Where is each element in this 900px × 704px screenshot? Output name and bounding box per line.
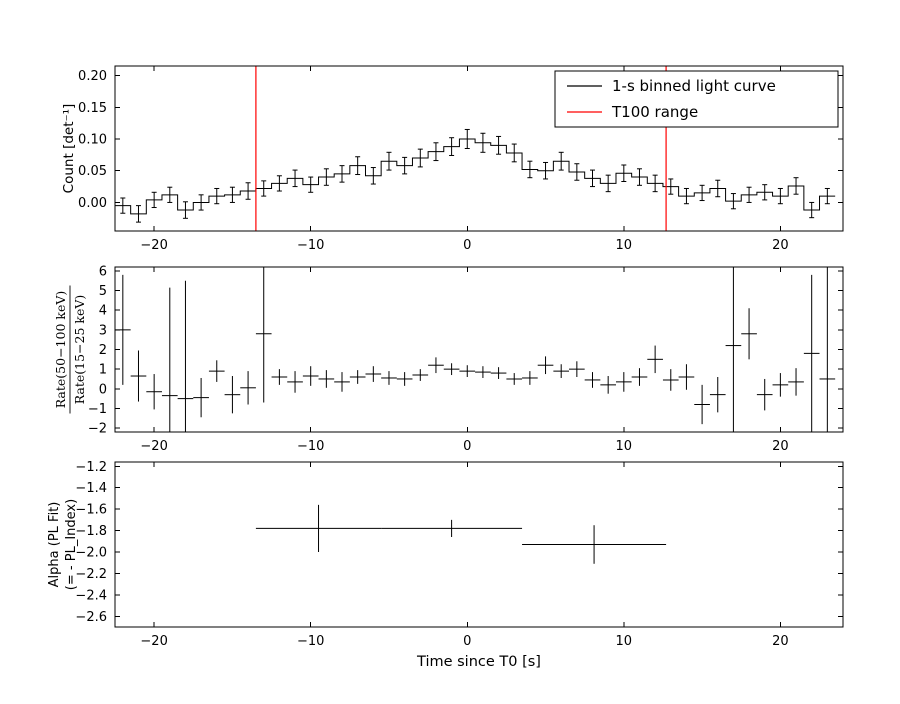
legend-label: 1-s binned light curve	[612, 77, 776, 95]
hardness-ratio-axis-label: Rate(50−100 keV) Rate(15−25 keV)	[53, 285, 87, 414]
x-tick-label: 0	[463, 439, 471, 454]
y-tick-label: −2.0	[75, 546, 107, 561]
svg-text:Rate(15−25 keV): Rate(15−25 keV)	[72, 295, 87, 405]
y-tick-label: 1	[99, 363, 107, 378]
y-tick-label: −2.4	[75, 588, 107, 603]
x-tick-label: 10	[616, 439, 633, 454]
x-tick-label: 20	[772, 634, 789, 649]
y-tick-label: 6	[99, 264, 107, 279]
legend: 1-s binned light curve T100 range	[554, 70, 839, 128]
svg-text:Rate(50−100 keV): Rate(50−100 keV)	[53, 291, 68, 409]
x-tick-label: 0	[463, 238, 471, 253]
light-curve-step	[115, 138, 836, 215]
y-tick-label: −2	[88, 422, 107, 437]
y-tick-label: 5	[99, 284, 107, 299]
y-tick-label: −1.4	[75, 481, 107, 496]
x-axis-label: Time since T0 [s]	[416, 654, 541, 670]
y-tick-label: −1.8	[75, 524, 107, 539]
y-tick-label: 0.05	[78, 164, 107, 179]
alpha-axis-label: Alpha (PL Fit) (= - PL_Index)	[47, 499, 79, 590]
light-curve-panel-axes: −20 −10 0 10 20 0.00 0.05 0.10 0.15 0.20	[78, 65, 844, 253]
y-tick-label: 0.00	[78, 196, 107, 211]
y-tick-label: −2.6	[75, 610, 107, 625]
legend-box	[554, 70, 839, 128]
y-tick-label: 0.10	[78, 132, 107, 147]
alpha-panel-data	[255, 504, 667, 564]
x-tick-label: −10	[297, 439, 324, 454]
y-tick-label: 0.20	[78, 69, 107, 84]
y-tick-label: 2	[99, 343, 107, 358]
y-tick-label: −2.2	[75, 567, 107, 582]
count-axis-label: Count [det⁻¹]	[61, 104, 77, 194]
x-tick-label: 0	[463, 634, 471, 649]
y-tick-label: −1	[88, 402, 107, 417]
svg-text:(= - PL_Index): (= - PL_Index)	[64, 499, 79, 590]
y-tick-label: 0	[99, 382, 107, 397]
x-tick-label: 20	[772, 238, 789, 253]
light-curve-panel-data	[115, 66, 836, 231]
y-tick-label: −1.2	[75, 460, 107, 475]
y-tick-label: 3	[99, 323, 107, 338]
y-tick-label: 4	[99, 304, 107, 319]
svg-text:Alpha (PL Fit): Alpha (PL Fit)	[47, 502, 62, 588]
y-tick-label: −1.6	[75, 503, 107, 518]
x-tick-label: 10	[616, 634, 633, 649]
x-tick-label: −20	[140, 238, 167, 253]
x-tick-label: 20	[772, 439, 789, 454]
panel-frame	[114, 65, 844, 232]
y-tick-label: 0.15	[78, 101, 107, 116]
x-tick-label: −20	[140, 439, 167, 454]
x-tick-label: −10	[297, 238, 324, 253]
x-tick-label: −20	[140, 634, 167, 649]
x-tick-label: −10	[297, 634, 324, 649]
legend-label: T100 range	[611, 103, 698, 121]
hardness-ratio-panel-data	[115, 267, 836, 432]
x-tick-label: 10	[616, 238, 633, 253]
panel-frame	[114, 461, 844, 628]
alpha-panel-axes: −20 −10 0 10 20 −2.6 −2.4 −2.2 −2.0 −1.8 −1.6 −1.4 −…	[75, 460, 844, 649]
